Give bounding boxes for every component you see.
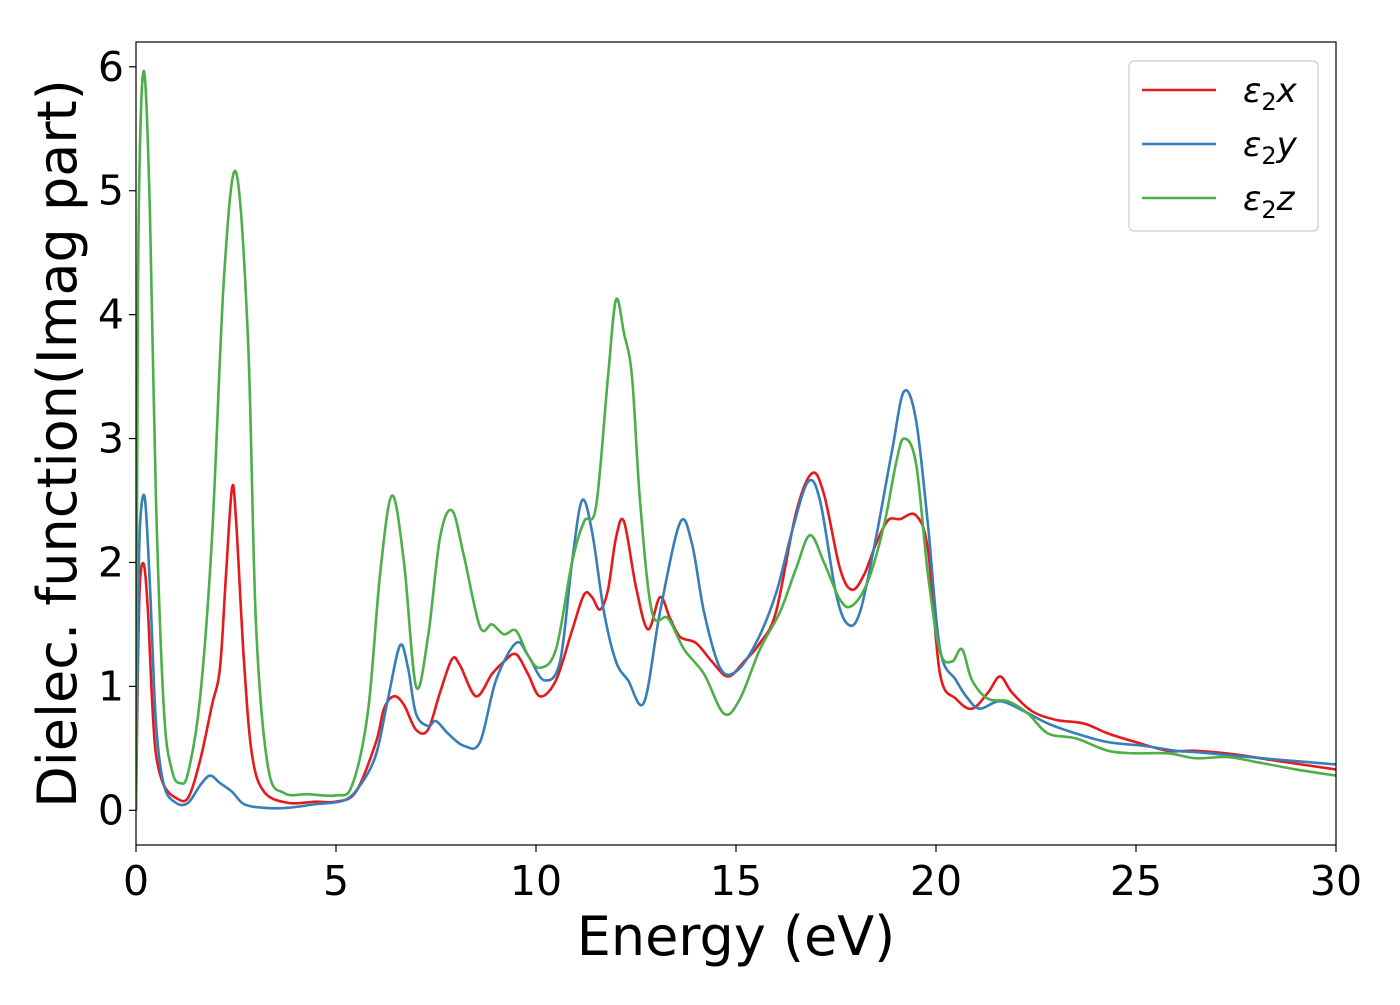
- series-line-eps2z: [136, 69, 1336, 811]
- series-line-eps2y: [136, 388, 1336, 811]
- y-tick-label: 3: [98, 415, 124, 463]
- x-tick-label: 20: [910, 857, 962, 905]
- legend-entries: ε2x ε2y ε2z: [1142, 71, 1298, 224]
- x-tick-label: 15: [710, 857, 762, 905]
- y-axis-title: Dielec. function(Imag part): [26, 79, 89, 808]
- series-layer: [136, 69, 1336, 811]
- legend-label-eps2z: ε2z: [1243, 179, 1296, 224]
- x-tick-label: 10: [510, 857, 562, 905]
- legend: ε2x ε2y ε2z: [1128, 60, 1319, 232]
- y-tick-label: 0: [98, 786, 124, 834]
- series-line-eps2x: [136, 471, 1336, 811]
- x-tick-label: 25: [1110, 857, 1162, 905]
- y-tick-label: 5: [98, 167, 124, 215]
- legend-label-eps2x: ε2x: [1243, 71, 1298, 116]
- y-tick-label: 4: [98, 291, 124, 339]
- x-tick-label: 0: [123, 857, 149, 905]
- y-tick-label: 1: [98, 662, 124, 710]
- x-tick-label: 5: [323, 857, 349, 905]
- x-axis-title: Energy (eV): [577, 905, 896, 968]
- y-tick-label: 6: [98, 43, 124, 91]
- x-tick-label: 30: [1310, 857, 1362, 905]
- y-axis-ticks: 0 1 2 3 4 5 6: [98, 43, 136, 834]
- legend-label-eps2y: ε2y: [1243, 125, 1298, 170]
- x-axis-ticks: 0 5 10 15 20 25 30: [123, 845, 1362, 905]
- legend-box: [1128, 60, 1319, 232]
- y-tick-label: 2: [98, 538, 124, 586]
